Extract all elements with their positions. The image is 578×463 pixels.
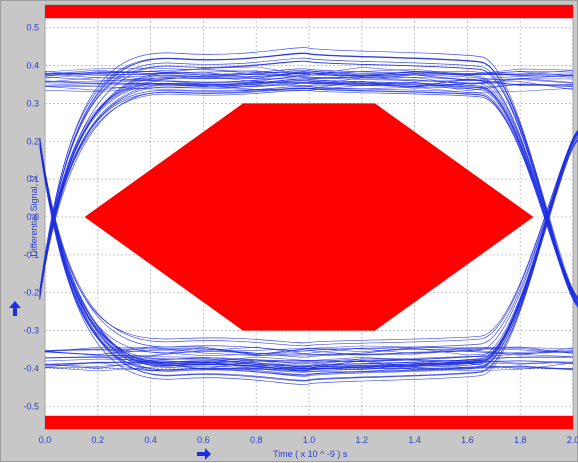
x-tick-label: 1.4 — [408, 435, 421, 445]
y-tick-label: 0.5 — [26, 23, 39, 33]
level-trace-23 — [44, 346, 574, 356]
level-trace-10 — [44, 71, 574, 81]
trace-6 — [39, 52, 578, 298]
level-trace-16 — [44, 73, 574, 78]
trace-36 — [39, 72, 578, 302]
x-tick-label: 0.2 — [92, 435, 105, 445]
y-tick-label: 0.2 — [26, 136, 39, 146]
x-tick-label: 1.8 — [514, 435, 527, 445]
y-tick-label: -0.1 — [23, 250, 39, 260]
trace-5 — [39, 131, 578, 347]
mask-center-polygon — [84, 103, 534, 331]
mask-bottom-band — [45, 415, 573, 429]
level-trace-26 — [44, 77, 574, 86]
x-tick-label: 2.0 — [567, 435, 578, 445]
y-tick-label: -0.3 — [23, 326, 39, 336]
x-axis-label: Time ( x 10 ^ -9 ) s — [273, 449, 348, 459]
level-trace-27 — [44, 347, 574, 356]
level-trace-34 — [44, 67, 574, 76]
level-trace-36 — [44, 73, 574, 82]
signal-traces — [39, 47, 578, 385]
trace-28 — [39, 82, 578, 305]
trace-29 — [39, 130, 578, 385]
level-trace-31 — [44, 354, 574, 362]
x-tick-label: 0.4 — [144, 435, 157, 445]
trace-14 — [39, 57, 578, 304]
trace-26 — [39, 88, 578, 307]
level-trace-39 — [44, 359, 574, 370]
y-axis-label: Differential Signal, V — [29, 175, 39, 256]
level-trace-37 — [44, 356, 574, 363]
trace-34 — [39, 47, 578, 305]
up-arrow-icon — [9, 301, 21, 316]
trace-32 — [39, 78, 578, 305]
mask-top-band — [45, 5, 573, 19]
y-tick-label: -0.2 — [23, 288, 39, 298]
y-tick-label: -0.4 — [23, 363, 39, 373]
y-tick-label: 0.0 — [26, 212, 39, 222]
trace-39 — [39, 133, 578, 365]
level-trace-25 — [44, 357, 574, 366]
level-trace-35 — [44, 345, 574, 356]
level-trace-24 — [44, 83, 574, 92]
trace-31 — [39, 133, 578, 381]
x-tick-labels: 0.0 0.2 0.4 0.6 0.8 1.0 1.2 1.4 1.6 1.8 2.0 — [39, 435, 578, 445]
trace-35 — [39, 134, 578, 352]
trace-18 — [39, 68, 578, 306]
trace-13 — [39, 132, 578, 344]
mask-regions — [45, 5, 573, 429]
x-tick-label: 1.6 — [461, 435, 474, 445]
trace-38 — [39, 60, 578, 301]
y-tick-label: 0.4 — [26, 61, 39, 71]
trace-22 — [39, 53, 578, 306]
x-tick-label: 1.2 — [356, 435, 369, 445]
x-tick-label: 0.8 — [250, 435, 263, 445]
x-tick-label: 0.6 — [197, 435, 210, 445]
right-arrow-icon — [197, 448, 211, 460]
level-trace-38 — [44, 77, 574, 87]
x-tick-label: 0.0 — [39, 435, 52, 445]
trace-37 — [39, 140, 578, 375]
y-tick-label: 0.3 — [26, 98, 39, 108]
level-trace-22 — [44, 70, 574, 79]
y-tick-label: -0.5 — [23, 401, 39, 411]
level-trace-17 — [44, 346, 574, 356]
x-tick-label: 1.0 — [303, 435, 316, 445]
y-tick-label: 0.1 — [26, 174, 39, 184]
trace-11 — [39, 131, 578, 358]
y-tick-labels: 0.5 0.4 0.3 0.2 0.1 0.0 -0.1 -0.2 -0.3 -0.4 -0.5 — [23, 23, 39, 412]
trace-33 — [39, 139, 578, 371]
